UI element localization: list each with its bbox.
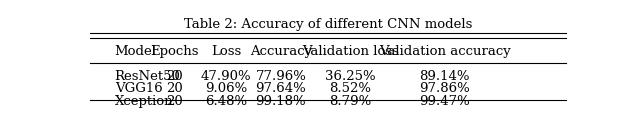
Text: Accuracy: Accuracy <box>250 45 312 57</box>
Text: 8.79%: 8.79% <box>329 94 371 107</box>
Text: 9.06%: 9.06% <box>205 82 248 95</box>
Text: VGG16: VGG16 <box>115 82 163 95</box>
Text: 20: 20 <box>166 94 182 107</box>
Text: 99.18%: 99.18% <box>255 94 306 107</box>
Text: 47.90%: 47.90% <box>201 69 252 82</box>
Text: 6.48%: 6.48% <box>205 94 248 107</box>
Text: 20: 20 <box>166 82 182 95</box>
Text: Loss: Loss <box>211 45 241 57</box>
Text: ResNet50: ResNet50 <box>115 69 180 82</box>
Text: Xception: Xception <box>115 94 173 107</box>
Text: Table 2: Accuracy of different CNN models: Table 2: Accuracy of different CNN model… <box>184 18 472 31</box>
Text: 8.52%: 8.52% <box>330 82 371 95</box>
Text: Epochs: Epochs <box>150 45 198 57</box>
Text: 77.96%: 77.96% <box>255 69 307 82</box>
Text: 36.25%: 36.25% <box>325 69 376 82</box>
Text: Validation accuracy: Validation accuracy <box>379 45 511 57</box>
Text: 99.47%: 99.47% <box>419 94 470 107</box>
Text: Model: Model <box>115 45 157 57</box>
Text: 97.64%: 97.64% <box>255 82 307 95</box>
Text: Validation loss: Validation loss <box>302 45 399 57</box>
Text: 97.86%: 97.86% <box>419 82 470 95</box>
Text: 20: 20 <box>166 69 182 82</box>
Text: 89.14%: 89.14% <box>419 69 470 82</box>
